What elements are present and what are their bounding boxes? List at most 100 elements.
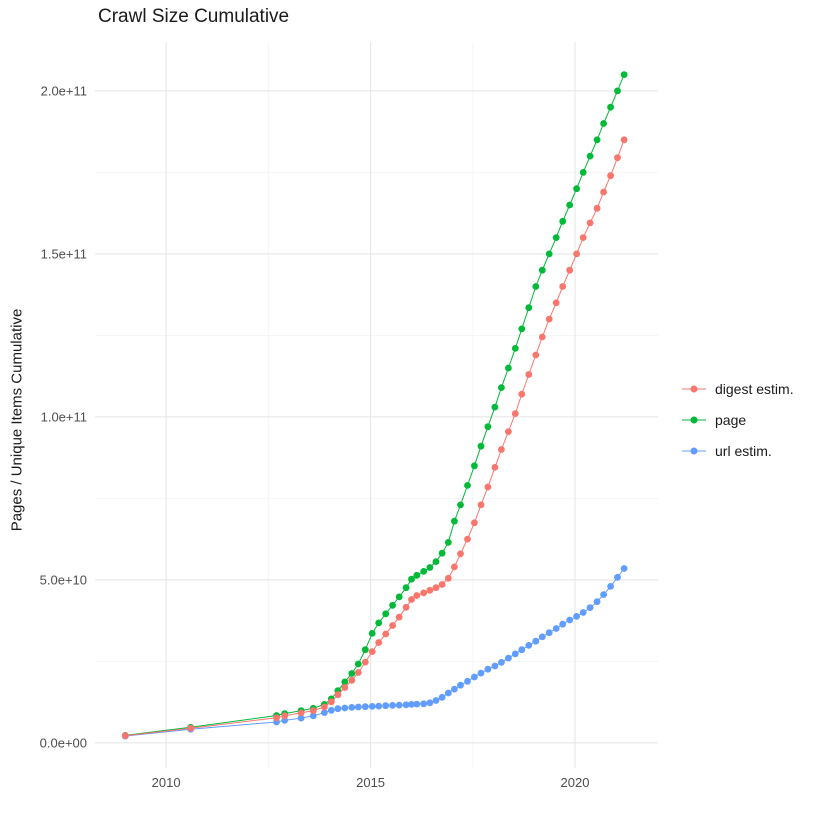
- data-point: [451, 517, 458, 525]
- data-point: [368, 703, 376, 710]
- data-point: [566, 266, 574, 274]
- data-point: [566, 201, 574, 209]
- data-point: [545, 250, 553, 258]
- data-point: [464, 482, 471, 489]
- data-point: [600, 591, 607, 598]
- data-point: [457, 501, 464, 509]
- data-point: [505, 428, 512, 435]
- data-point: [354, 660, 362, 668]
- data-point: [321, 703, 328, 711]
- data-point: [438, 693, 446, 701]
- data-point: [573, 613, 580, 620]
- gridlines-minor: [95, 42, 658, 768]
- y-axis-labels: 0.0e+00 5.0e+10 1.0e+11 1.5e+11 2.0e+11: [40, 83, 87, 750]
- data-point: [457, 550, 464, 558]
- data-point: [607, 172, 614, 180]
- data-point: [408, 596, 415, 603]
- series-page: [121, 71, 628, 739]
- data-point: [491, 464, 499, 471]
- data-point: [413, 700, 421, 708]
- data-point: [607, 583, 614, 590]
- legend-item-page: page: [681, 409, 794, 430]
- data-point: [413, 592, 421, 599]
- data-point: [382, 630, 390, 638]
- data-point: [361, 646, 369, 654]
- series-line-url: [125, 568, 625, 737]
- data-point: [321, 709, 328, 716]
- data-point: [348, 676, 356, 684]
- data-point: [518, 646, 526, 654]
- series-line-page: [125, 74, 625, 736]
- data-point: [438, 581, 446, 588]
- y-tick-label: 2.0e+11: [41, 83, 87, 98]
- y-axis-title: Pages / Unique Items Cumulative: [8, 308, 26, 532]
- data-point: [484, 423, 492, 431]
- data-point: [498, 446, 505, 453]
- data-point: [341, 684, 349, 691]
- data-point: [334, 705, 342, 713]
- data-point: [327, 698, 335, 706]
- data-point: [348, 704, 356, 711]
- data-point: [559, 283, 567, 290]
- legend-label-url: url estim.: [715, 442, 772, 459]
- data-point: [375, 702, 383, 710]
- data-point: [579, 169, 587, 176]
- data-point: [457, 681, 464, 689]
- data-point: [420, 700, 428, 708]
- data-point: [432, 584, 440, 592]
- data-point: [402, 701, 410, 709]
- data-point: [525, 371, 533, 378]
- data-point: [614, 573, 621, 581]
- data-point: [281, 712, 289, 720]
- data-point: [620, 565, 628, 572]
- data-point: [121, 732, 129, 740]
- data-point: [309, 707, 317, 714]
- data-point: [444, 574, 452, 582]
- data-point: [593, 136, 601, 144]
- data-point: [593, 204, 601, 212]
- data-point: [334, 691, 342, 699]
- data-point: [525, 642, 533, 649]
- data-point: [538, 266, 546, 274]
- data-point: [420, 589, 428, 597]
- data-point: [586, 219, 594, 227]
- data-point: [505, 364, 512, 372]
- data-point: [444, 539, 452, 546]
- chart-title: Crawl Size Cumulative: [98, 6, 290, 27]
- data-point: [559, 620, 567, 628]
- data-point: [614, 154, 621, 162]
- x-tick-label: 2020: [561, 775, 590, 790]
- data-point: [297, 714, 305, 722]
- legend-key-digest: [682, 385, 706, 392]
- data-point: [600, 188, 607, 196]
- data-point: [566, 616, 574, 624]
- data-point: [464, 677, 471, 685]
- data-point: [408, 575, 415, 583]
- data-point: [573, 250, 580, 258]
- data-point: [538, 333, 546, 341]
- data-point: [361, 658, 369, 666]
- data-point: [297, 709, 305, 717]
- data-point: [408, 701, 415, 708]
- data-point: [491, 662, 499, 670]
- data-point: [368, 630, 376, 637]
- data-point: [341, 678, 349, 686]
- data-point: [413, 571, 421, 579]
- data-point: [395, 701, 403, 709]
- data-point: [273, 714, 280, 722]
- data-point: [309, 712, 317, 720]
- data-point: [426, 699, 434, 707]
- data-point: [444, 689, 452, 697]
- data-point: [368, 648, 376, 655]
- data-point: [532, 637, 540, 645]
- data-point: [348, 670, 356, 677]
- data-point: [532, 351, 540, 359]
- x-tick-label: 2010: [152, 775, 181, 790]
- y-tick-label: 0.0e+00: [40, 735, 87, 750]
- y-tick-label: 1.0e+11: [41, 409, 87, 424]
- data-point: [498, 659, 505, 666]
- data-point: [484, 483, 492, 491]
- data-point: [471, 673, 478, 681]
- data-point: [402, 584, 410, 592]
